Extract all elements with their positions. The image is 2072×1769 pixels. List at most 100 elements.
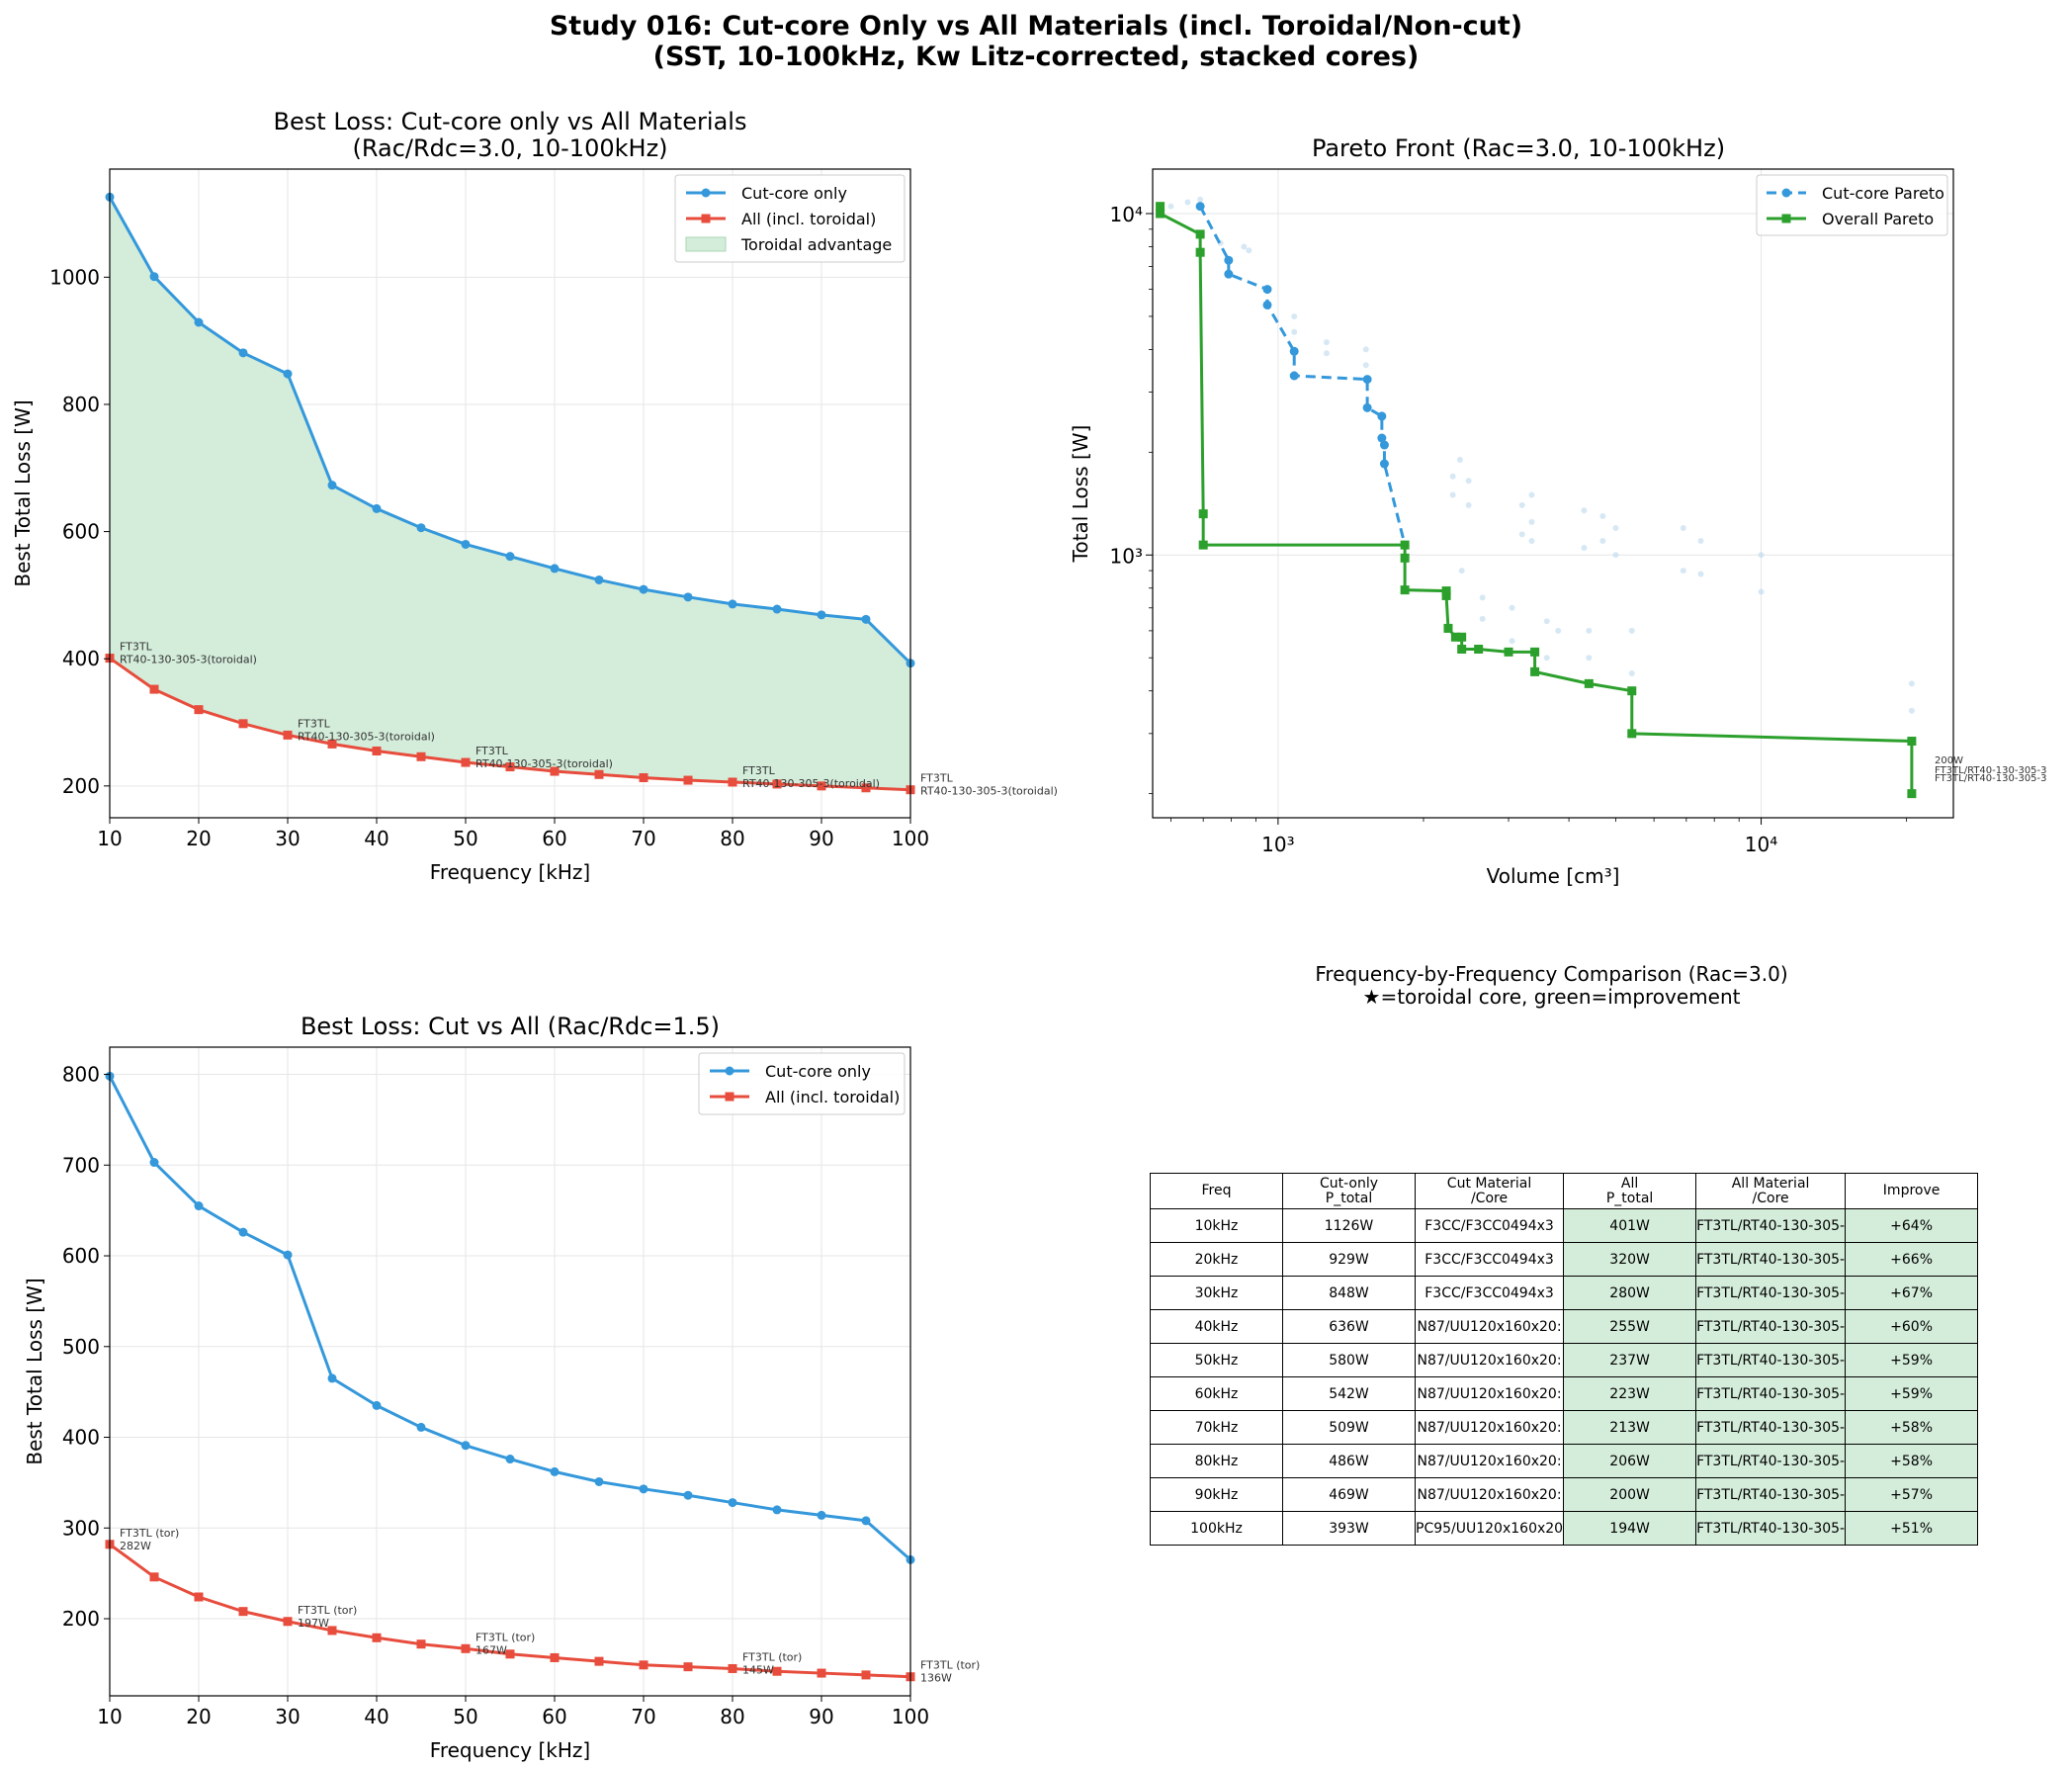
legend-overall-pareto-marker bbox=[1781, 214, 1791, 223]
legend-all-label: All (incl. toroidal) bbox=[765, 1088, 900, 1106]
design-point bbox=[1599, 512, 1606, 519]
design-point bbox=[1581, 544, 1588, 551]
table-cell: +67% bbox=[1845, 1276, 1979, 1310]
cut-core-pareto-point bbox=[1377, 411, 1387, 421]
y-tick-label: 400 bbox=[62, 647, 100, 670]
table-cell: N87/UU120x160x20: bbox=[1414, 1444, 1565, 1478]
cut-core-pareto-point bbox=[1224, 255, 1234, 265]
table-cell: 1126W bbox=[1282, 1208, 1416, 1243]
design-point bbox=[1197, 196, 1204, 203]
table-cell: FT3TL/RT40-130-305- bbox=[1695, 1410, 1847, 1445]
legend-fill-label: Toroidal advantage bbox=[740, 235, 892, 254]
overall-pareto-point bbox=[1198, 509, 1208, 519]
legend-all-label: All (incl. toroidal) bbox=[741, 210, 876, 228]
annotation-detail: RT40-130-305-3(toroidal) bbox=[475, 757, 613, 770]
table-cell: 848W bbox=[1282, 1276, 1416, 1310]
x-tick-label: 100 bbox=[892, 827, 929, 850]
cut-core-pareto-point bbox=[1195, 202, 1205, 212]
overall-pareto-point bbox=[1441, 586, 1451, 596]
table-row: 90kHz 469W N87/UU120x160x20: 200W FT3TL/RT40… bbox=[1150, 1477, 1979, 1512]
table-cell: FT3TL/RT40-130-305- bbox=[1695, 1376, 1847, 1411]
x-tick-label: 40 bbox=[364, 1705, 388, 1728]
table-header-cell: Cut-only P_total bbox=[1282, 1173, 1416, 1209]
all-materials-point bbox=[594, 1656, 604, 1666]
design-point bbox=[1449, 473, 1456, 480]
overall-pareto-point bbox=[1907, 789, 1917, 799]
design-point bbox=[1758, 552, 1765, 559]
table-cell: 30kHz bbox=[1150, 1276, 1283, 1310]
annotation-material: FT3TL bbox=[475, 745, 509, 757]
all-materials-point bbox=[861, 783, 871, 793]
table-cell: 509W bbox=[1282, 1410, 1416, 1445]
design-point bbox=[1456, 457, 1463, 464]
table-cell: FT3TL/RT40-130-305- bbox=[1695, 1276, 1847, 1310]
x-tick-label: 90 bbox=[809, 1705, 833, 1728]
design-point bbox=[1908, 707, 1915, 714]
table-cell: 929W bbox=[1282, 1242, 1416, 1277]
legend-box bbox=[674, 174, 906, 263]
annotation-material: FT3TL bbox=[742, 764, 776, 777]
cut-core-point bbox=[639, 584, 648, 594]
chart-rac15-legend: Cut-core only All (incl. toroidal) bbox=[698, 1052, 906, 1115]
cut-core-point bbox=[194, 1201, 204, 1211]
design-point bbox=[1581, 507, 1588, 514]
table-cell: 60kHz bbox=[1150, 1376, 1283, 1411]
chart-pareto-xlabel: Volume [cm³] bbox=[1487, 864, 1620, 888]
x-tick-label: 10 bbox=[97, 1705, 122, 1728]
design-point bbox=[1697, 571, 1704, 577]
cut-core-point bbox=[149, 1158, 159, 1168]
all-materials-point bbox=[639, 1660, 648, 1670]
all-materials-point bbox=[772, 779, 782, 789]
cut-core-point bbox=[194, 317, 204, 327]
design-point bbox=[1465, 501, 1472, 508]
pareto-annotation-value: 200W bbox=[1935, 755, 1963, 766]
all-materials-point bbox=[283, 1617, 293, 1627]
design-point bbox=[1362, 346, 1369, 353]
design-point bbox=[1291, 328, 1298, 335]
chart-rac15-frame bbox=[109, 1046, 911, 1697]
annotation-detail: RT40-130-305-3(toroidal) bbox=[742, 777, 880, 790]
annotation-material: FT3TL (tor) bbox=[120, 1527, 179, 1540]
all-materials-point bbox=[416, 752, 426, 761]
cut-core-point bbox=[772, 604, 782, 614]
table-cell: 401W bbox=[1563, 1208, 1697, 1243]
table-cell: FT3TL/RT40-130-305- bbox=[1695, 1477, 1847, 1512]
legend-cut-label: Cut-core only bbox=[765, 1062, 871, 1081]
all-materials-point bbox=[194, 705, 204, 715]
legend-cut-label: Cut-core only bbox=[741, 184, 847, 203]
x-tick-label: 10⁴ bbox=[1745, 833, 1777, 856]
design-point bbox=[1680, 524, 1686, 531]
overall-pareto-point bbox=[1156, 209, 1166, 219]
cut-core-point bbox=[683, 592, 693, 602]
all-materials-point bbox=[683, 775, 693, 785]
design-point bbox=[1323, 350, 1330, 357]
pareto-annotation-core-b: FT3TL/RT40-130-305-3 bbox=[1935, 773, 2047, 784]
y-tick-label: 800 bbox=[62, 393, 100, 416]
all-materials-point bbox=[728, 1663, 737, 1673]
table-cell: 200W bbox=[1563, 1477, 1697, 1512]
table-row: 70kHz 509W N87/UU120x160x20: 213W FT3TL/RT40… bbox=[1150, 1410, 1979, 1445]
legend-all-marker bbox=[725, 1092, 734, 1102]
chart-rac3-xlabel: Frequency [kHz] bbox=[430, 860, 590, 884]
chart-pareto-title: Pareto Front (Rac=3.0, 10-100kHz) bbox=[1312, 134, 1725, 162]
x-tick-label: 30 bbox=[275, 827, 300, 850]
chart-pareto-frame bbox=[1152, 168, 1954, 819]
all-materials-point bbox=[461, 1643, 471, 1653]
table-cell: FT3TL/RT40-130-305- bbox=[1695, 1511, 1847, 1546]
legend-cut-marker bbox=[725, 1066, 734, 1076]
chart-pareto: Pareto Front (Rac=3.0, 10-100kHz) 200W F… bbox=[1069, 134, 2047, 888]
legend-overall-pareto-label: Overall Pareto bbox=[1822, 210, 1934, 228]
cut-core-point bbox=[416, 523, 426, 533]
all-materials-point bbox=[416, 1639, 426, 1649]
all-materials-point bbox=[550, 1652, 560, 1662]
table-cell: N87/UU120x160x20: bbox=[1414, 1309, 1565, 1344]
table-cell: 20kHz bbox=[1150, 1242, 1283, 1277]
cut-core-point bbox=[594, 575, 604, 584]
all-materials-point bbox=[283, 730, 293, 740]
all-materials-point bbox=[461, 757, 471, 767]
cut-core-pareto-point bbox=[1289, 371, 1299, 381]
x-tick-label: 10³ bbox=[1261, 833, 1294, 856]
design-point bbox=[1543, 655, 1550, 662]
all-materials-point bbox=[683, 1662, 693, 1672]
y-tick-label: 800 bbox=[62, 1063, 100, 1087]
